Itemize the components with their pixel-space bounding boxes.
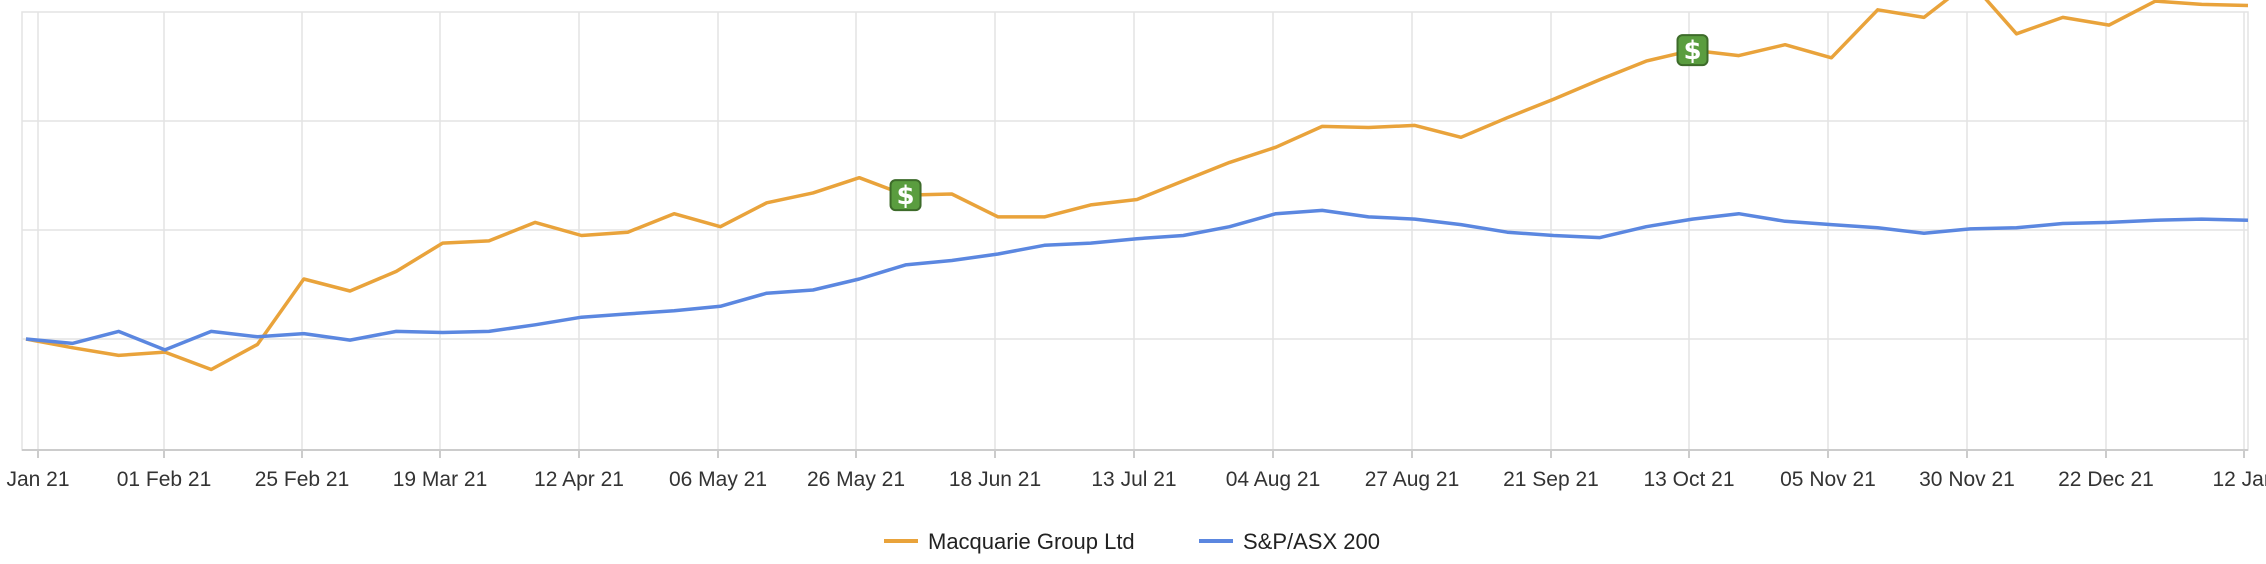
dividend-marker-icon[interactable]: $ <box>1676 34 1709 67</box>
dividend-marker-box <box>889 179 922 212</box>
x-tick-label: 30 Nov 21 <box>1919 468 2015 491</box>
x-tick-label: Jan 21 <box>6 468 69 491</box>
legend: Macquarie Group Ltd S&P/ASX 200 <box>884 529 1380 554</box>
series-line-macquarie <box>25 0 2249 372</box>
x-tick-label: 19 Mar 21 <box>393 468 488 491</box>
legend-item-asx200[interactable]: S&P/ASX 200 <box>1199 529 1380 554</box>
x-tick-label: 26 May 21 <box>807 468 905 491</box>
x-tick-label: 21 Sep 21 <box>1503 468 1599 491</box>
x-tick-label: 22 Dec 21 <box>2058 468 2154 491</box>
dividend-marker-box <box>1676 34 1709 67</box>
x-tick-label: 13 Oct 21 <box>1643 468 1734 491</box>
x-tick-label: 01 Feb 21 <box>117 468 212 491</box>
x-tick-label: 12 Jan <box>2212 468 2266 491</box>
x-tick-label: 04 Aug 21 <box>1226 468 1321 491</box>
x-tick-label: 05 Nov 21 <box>1780 468 1876 491</box>
x-tick-label: 27 Aug 21 <box>1365 468 1460 491</box>
dividend-marker-label: $ <box>1683 36 1701 66</box>
x-tick-label: 12 Apr 21 <box>534 468 624 491</box>
legend-label-macquarie: Macquarie Group Ltd <box>928 529 1135 554</box>
x-tick-label: 06 May 21 <box>669 468 767 491</box>
series-lines <box>25 0 2249 372</box>
x-tick-label: 13 Jul 21 <box>1091 468 1176 491</box>
legend-item-macquarie[interactable]: Macquarie Group Ltd <box>884 529 1135 554</box>
dividend-marker-icon[interactable]: $ <box>889 179 922 212</box>
x-tick-label: 25 Feb 21 <box>255 468 350 491</box>
dividend-markers: $$ <box>889 34 1709 212</box>
dividend-marker-label: $ <box>896 181 914 211</box>
x-tick-label: 18 Jun 21 <box>949 468 1041 491</box>
series-line-asx200 <box>25 208 2249 352</box>
x-axis: Jan 21 01 Feb 21 25 Feb 21 19 Mar 21 12 Apr … <box>6 450 2266 491</box>
legend-label-asx200: S&P/ASX 200 <box>1243 529 1380 554</box>
